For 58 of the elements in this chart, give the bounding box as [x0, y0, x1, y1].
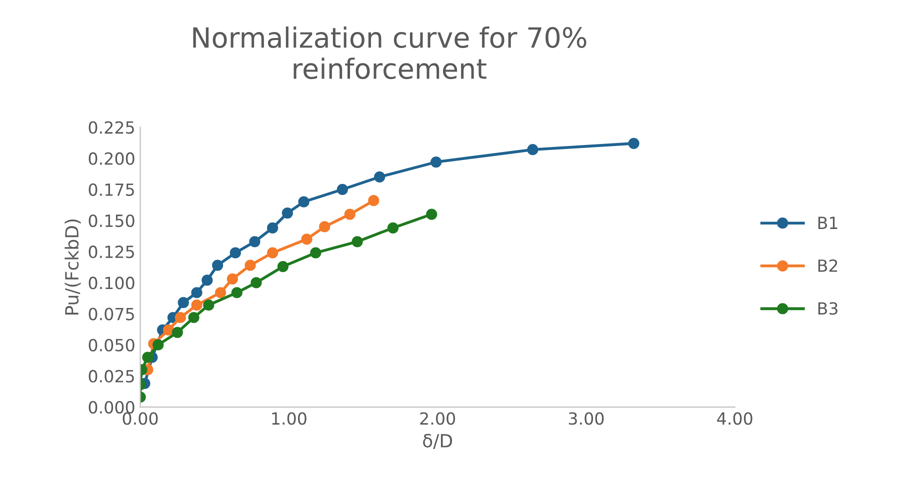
point [214, 287, 226, 298]
chart-title: Normalization curve for 70% reinforcement [193, 26, 586, 80]
y-tick-label: 0.075 [88, 308, 134, 320]
point [430, 156, 442, 168]
x-axis-title: δ/D [423, 434, 452, 449]
point [191, 287, 202, 298]
point [426, 208, 438, 220]
y-tick-label: 0.025 [88, 370, 134, 383]
point [174, 312, 186, 324]
point [172, 326, 183, 338]
legend-label: B2 [818, 259, 838, 272]
point [319, 221, 330, 232]
point [527, 144, 538, 156]
y-axis-title: Pu/(FckbD) [64, 220, 81, 315]
point [267, 222, 278, 234]
point [336, 184, 348, 195]
point [310, 247, 322, 258]
y-tick-label: 0.125 [88, 246, 134, 258]
point [344, 208, 356, 220]
point [203, 300, 214, 311]
point [226, 273, 238, 285]
point [231, 287, 242, 298]
x-tick-label: 2.00 [420, 412, 456, 425]
point [188, 312, 200, 324]
y-tick-label: 0.050 [88, 338, 134, 352]
point [250, 277, 262, 288]
point [142, 352, 154, 363]
y-tick-label: 0.175 [88, 183, 134, 196]
x-tick-label: 3.00 [568, 412, 604, 425]
point [162, 324, 174, 336]
point [230, 247, 241, 258]
point [387, 222, 399, 234]
point [267, 247, 278, 258]
point [244, 260, 256, 271]
point [212, 260, 224, 271]
x-tick-label: 4.00 [717, 412, 752, 425]
point [374, 171, 386, 183]
point [202, 274, 213, 286]
y-tick-label: 0.000 [88, 401, 134, 414]
point [178, 297, 189, 308]
point [628, 138, 640, 149]
y-tick-label: 0.200 [88, 152, 134, 165]
point [152, 339, 164, 350]
point [249, 236, 260, 248]
point [191, 300, 202, 311]
point [352, 236, 363, 248]
point [277, 260, 289, 272]
legend-label: B1 [818, 216, 838, 229]
point [301, 234, 312, 245]
point [298, 196, 310, 208]
y-tick-label: 0.150 [88, 214, 134, 228]
legend-label: B3 [818, 302, 838, 315]
point [368, 195, 380, 206]
x-tick-label: 0.00 [122, 412, 158, 425]
y-tick-label: 0.100 [88, 276, 134, 290]
point [282, 207, 293, 219]
x-tick-label: 1.00 [272, 412, 306, 425]
y-tick-label: 0.225 [88, 121, 134, 134]
